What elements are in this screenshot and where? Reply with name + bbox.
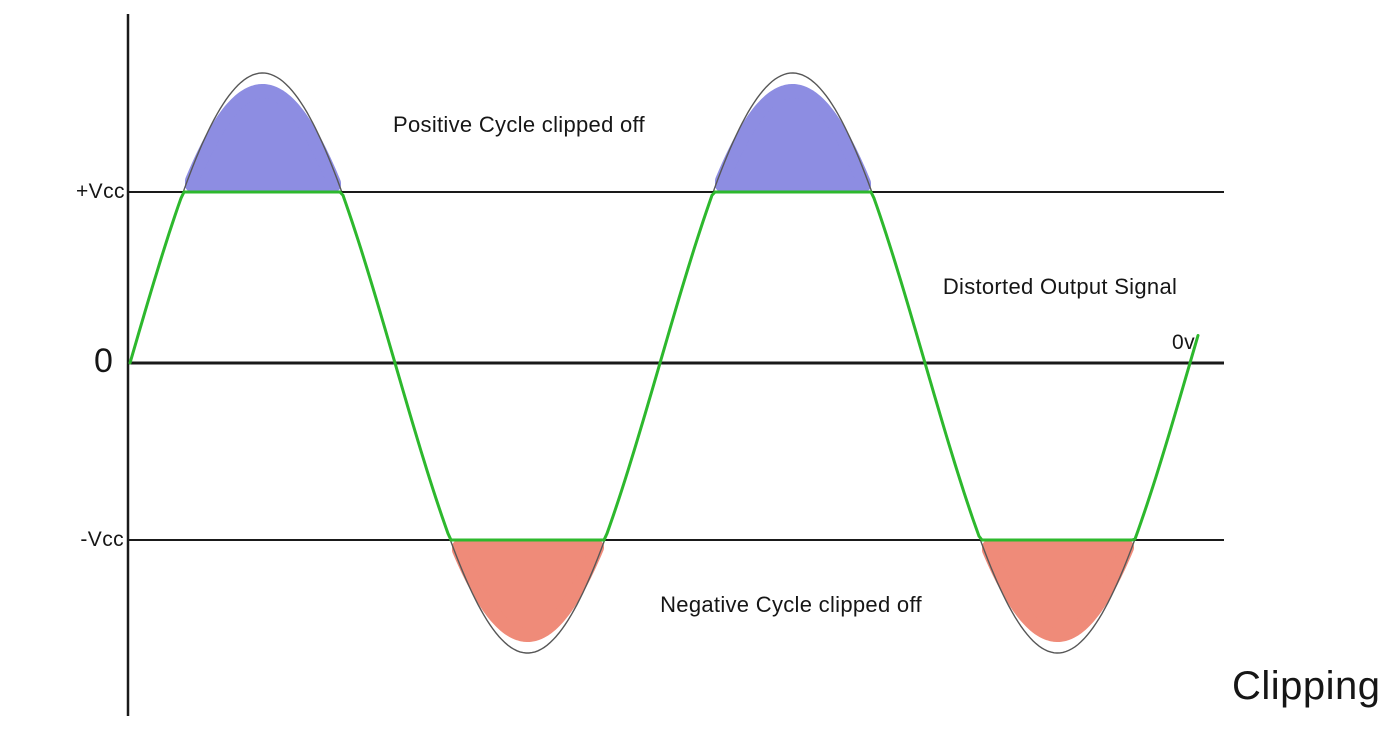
plus-vcc-label: +Vcc	[76, 180, 125, 203]
zero-volts-label: 0v	[1172, 331, 1195, 354]
positive-clip-annotation: Positive Cycle clipped off	[393, 112, 645, 137]
negative-clip-region-1	[452, 540, 604, 642]
positive-clip-region-1	[185, 84, 341, 192]
distorted-output-annotation: Distorted Output Signal	[942, 274, 1178, 299]
clipped-output-curve	[128, 190, 1200, 542]
negative-clip-region-2	[982, 540, 1134, 642]
negative-clip-annotation: Negative Cycle clipped off	[660, 592, 922, 617]
zero-axis-label: 0	[94, 342, 113, 380]
minus-vcc-label: -Vcc	[80, 528, 124, 551]
diagram-title: Clipping	[1232, 664, 1381, 708]
positive-clip-region-2	[715, 84, 871, 192]
